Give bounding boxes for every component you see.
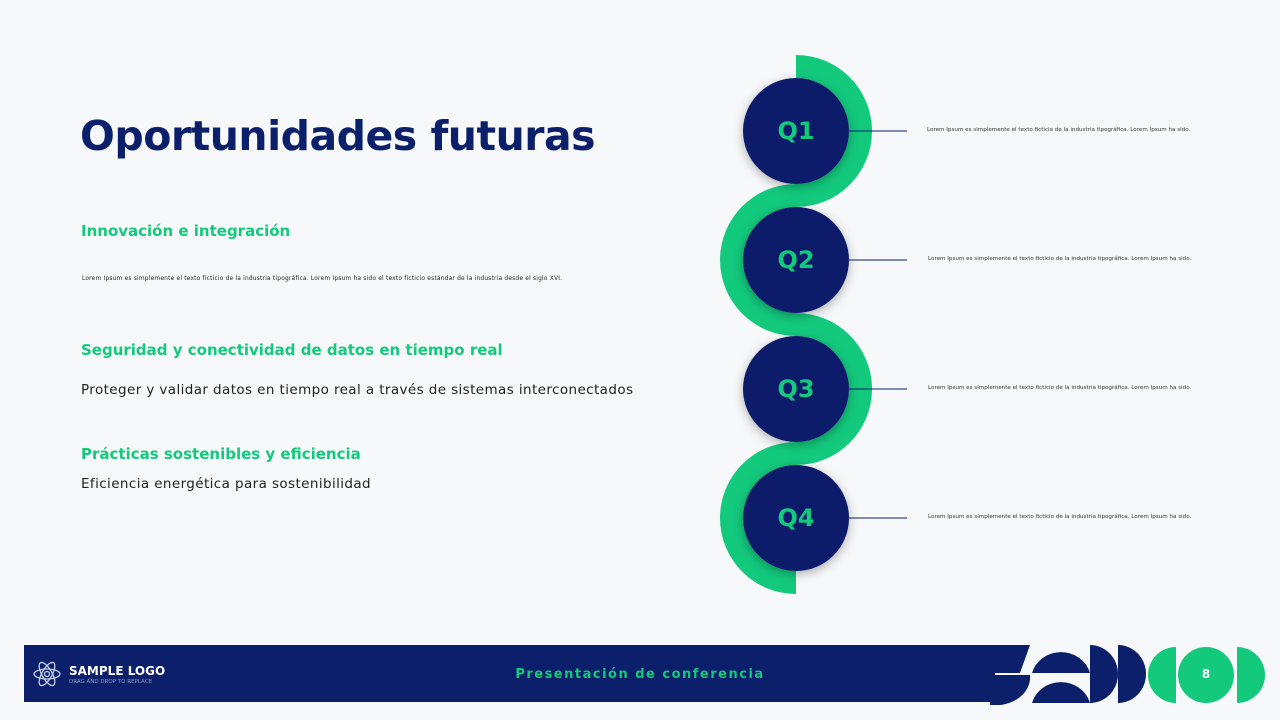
q4-circle [743, 465, 849, 571]
q1-circle [743, 78, 849, 184]
q3-label: Q3 [777, 375, 815, 403]
logo-subtitle: DRAG AND DROP TO REPLACE [69, 679, 153, 685]
timeline-arc [796, 55, 872, 207]
section-heading: Seguridad y conectividad de datos en tie… [81, 341, 503, 359]
section-text: Lorem Ipsum es simplemente el texto fict… [82, 276, 563, 282]
section-heading: Prácticas sostenibles y eficiencia [81, 445, 361, 463]
footer-center-text: Presentación de conferencia [515, 667, 765, 682]
q3-text: Lorem Ipsum es simplemente el texto fict… [928, 385, 1192, 391]
section-heading: Innovación e integración [81, 222, 291, 240]
q1-label: Q1 [777, 117, 815, 145]
q3-circle [743, 336, 849, 442]
timeline-arc [720, 184, 796, 336]
q2-label: Q2 [777, 246, 815, 274]
page-title: Oportunidades futuras [80, 112, 596, 160]
logo-title: SAMPLE LOGO [69, 664, 166, 678]
timeline-arc [796, 313, 872, 465]
q4-text: Lorem Ipsum es simplemente el texto fict… [928, 514, 1192, 520]
q2-text: Lorem Ipsum es simplemente el texto fict… [928, 256, 1192, 262]
footer-bar: SAMPLE LOGO DRAG AND DROP TO REPLACE [24, 645, 995, 702]
footer-decoration [990, 645, 1265, 705]
q2-circle [743, 207, 849, 313]
atom-logo-icon [33, 661, 61, 687]
q1-text: Lorem Ipsum es simplemente el texto fict… [927, 127, 1191, 133]
section-text: Eficiencia energética para sostenibilida… [81, 476, 372, 492]
q4-label: Q4 [777, 504, 815, 532]
page-number: 8 [1201, 667, 1211, 681]
timeline-arc [720, 442, 796, 594]
section-text: Proteger y validar datos en tiempo real … [81, 382, 634, 398]
